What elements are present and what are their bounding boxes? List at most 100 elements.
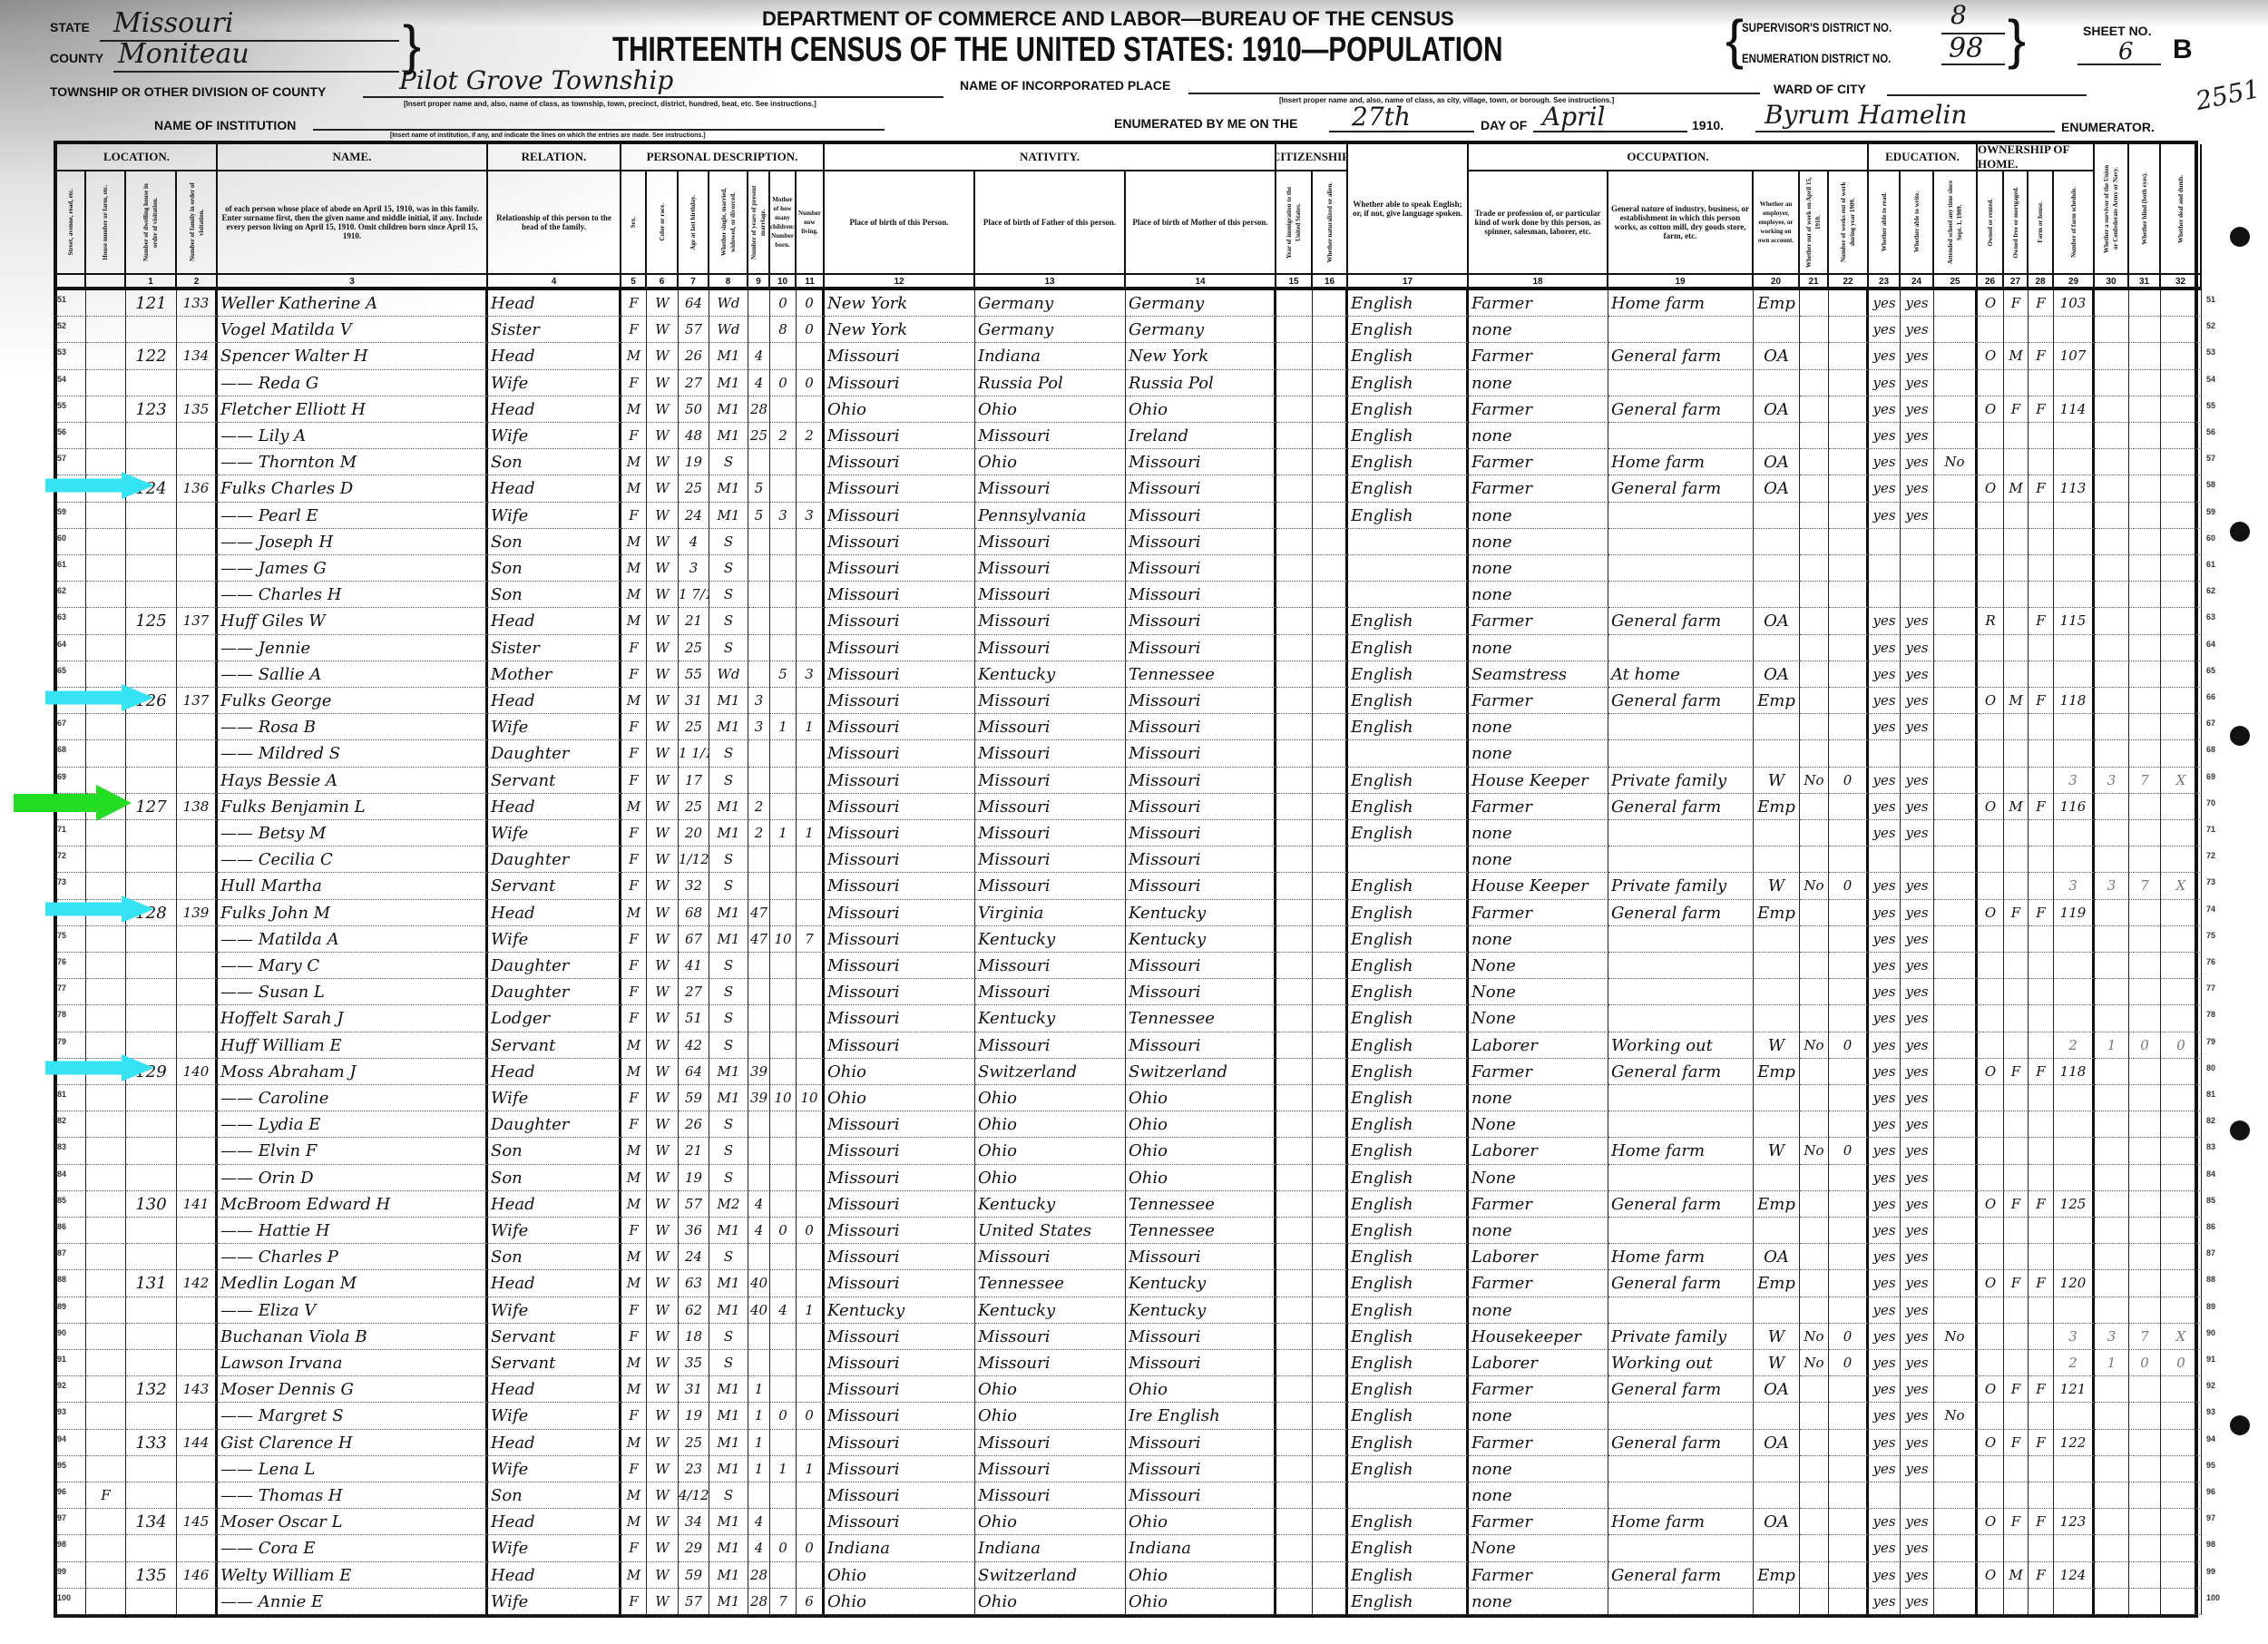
cell-street	[57, 1111, 86, 1139]
cell-age: 57	[679, 1588, 709, 1615]
cell-nat	[1313, 1164, 1348, 1191]
cell-imm	[1276, 1032, 1313, 1059]
cell-fam	[177, 1111, 218, 1139]
line-number-left: 67	[57, 719, 67, 729]
cell-ind: Working out	[1608, 1032, 1754, 1059]
cell-oow	[1800, 899, 1829, 926]
department-heading: DEPARTMENT OF COMMERCE AND LABOR—BUREAU …	[762, 7, 1454, 30]
cell-dw	[126, 1483, 177, 1510]
cell-mar: M1	[709, 925, 748, 953]
line-number-right: 87	[2206, 1248, 2216, 1258]
cell-own	[1978, 740, 2004, 768]
column-description: Whether out of work on April 15, 1910.	[1805, 177, 1822, 268]
cell-imm	[1276, 1588, 1313, 1615]
cell-imm	[1276, 1403, 1313, 1430]
cell-sched: 125	[2054, 1190, 2095, 1218]
cell-wr: yes	[1901, 1244, 1934, 1271]
column-number: 2	[177, 273, 218, 290]
cell-name: —— Matilda A	[218, 925, 488, 953]
cell-wr	[1901, 1483, 1934, 1510]
cell-rd: yes	[1869, 369, 1901, 396]
cell-age: 24	[679, 502, 709, 529]
cell-mbp: Missouri	[1126, 555, 1276, 582]
cell-farm	[2028, 582, 2054, 609]
cell-street	[57, 502, 86, 529]
cell-yrs: 47	[748, 899, 770, 926]
cell-vet	[2095, 1138, 2129, 1165]
cell-name: Moss Abraham J	[218, 1058, 488, 1085]
cell-rd: yes	[1869, 1032, 1901, 1059]
cell-street	[57, 714, 86, 741]
cell-mar: M1	[709, 1429, 748, 1456]
cell-street	[57, 290, 86, 318]
column-number: 30	[2095, 273, 2129, 290]
line-number-right: 75	[2206, 930, 2216, 940]
cell-sched	[2054, 528, 2095, 555]
cell-mbp: Ohio	[1126, 396, 1276, 423]
cell-blind	[2129, 528, 2161, 555]
cell-blind	[2129, 899, 2161, 926]
cell-vet: 1	[2095, 1032, 2129, 1059]
cell-liv	[797, 1190, 825, 1218]
cell-name: Hull Martha	[218, 873, 488, 900]
cell-mar: S	[709, 1111, 748, 1139]
cell-dw	[126, 1244, 177, 1271]
cell-rd: yes	[1869, 1323, 1901, 1350]
cell-house	[86, 317, 126, 344]
cell-emp: OA	[1754, 396, 1800, 423]
cell-rd: yes	[1869, 1403, 1901, 1430]
cell-age: 63	[679, 1270, 709, 1297]
cell-born	[770, 1323, 797, 1350]
cell-farm: F	[2028, 290, 2054, 318]
cell-sched: 113	[2054, 475, 2095, 503]
cell-wks	[1829, 1509, 1869, 1536]
cell-imm	[1276, 1561, 1313, 1589]
cell-nat	[1313, 873, 1348, 900]
cell-mbp: Missouri	[1126, 953, 1276, 980]
column-number: 29	[2054, 273, 2095, 290]
cell-age: 1/12	[679, 846, 709, 874]
table-row: —— James G Son M W 3 S Missouri Missouri Missour…	[57, 555, 2202, 582]
cell-emp	[1754, 528, 1800, 555]
cell-trade: Laborer	[1469, 1350, 1608, 1377]
cell-yrs: 4	[748, 1509, 770, 1536]
cell-oow	[1800, 1190, 1829, 1218]
cell-mar: M1	[709, 1218, 748, 1245]
cell-ind	[1608, 925, 1754, 953]
cell-farm	[2028, 634, 2054, 661]
cell-ind: Working out	[1608, 1350, 1754, 1377]
cell-wr: yes	[1901, 1005, 1934, 1032]
cell-blind	[2129, 714, 2161, 741]
cell-bp: Missouri	[825, 528, 975, 555]
day-underline	[1329, 131, 1474, 132]
cell-sex: F	[621, 369, 647, 396]
cell-race: W	[647, 846, 679, 874]
cell-race: W	[647, 899, 679, 926]
cell-own	[1978, 1323, 2004, 1350]
cell-bp: Missouri	[825, 661, 975, 688]
cell-vet	[2095, 475, 2129, 503]
cell-rd: yes	[1869, 953, 1901, 980]
table-row: —— Margret S Wife F W 19 M1 1 0 0 Missouri Ohio Ire…	[57, 1403, 2202, 1430]
cell-fam	[177, 317, 218, 344]
cell-dw	[126, 1535, 177, 1562]
cell-ind	[1608, 1085, 1754, 1112]
cell-rd: yes	[1869, 1005, 1901, 1032]
cell-sch	[1934, 846, 1978, 874]
cell-yrs: 4	[748, 343, 770, 370]
cell-farm: F	[2028, 1376, 2054, 1404]
cell-wks: 0	[1829, 767, 1869, 794]
cell-vet	[2095, 1376, 2129, 1404]
cell-farm	[2028, 820, 2054, 847]
table-row: —— Joseph H Son M W 4 S Missouri Missouri Missou…	[57, 528, 2202, 555]
cell-vet	[2095, 1509, 2129, 1536]
cell-farm	[2028, 1085, 2054, 1112]
cell-imm	[1276, 369, 1313, 396]
cell-fam	[177, 502, 218, 529]
cell-own	[1978, 1297, 2004, 1324]
line-number-right: 52	[2206, 321, 2216, 331]
cell-sex: M	[621, 1032, 647, 1059]
cell-sch	[1934, 1005, 1978, 1032]
cell-born	[770, 1270, 797, 1297]
cell-lang: English	[1348, 1138, 1469, 1165]
